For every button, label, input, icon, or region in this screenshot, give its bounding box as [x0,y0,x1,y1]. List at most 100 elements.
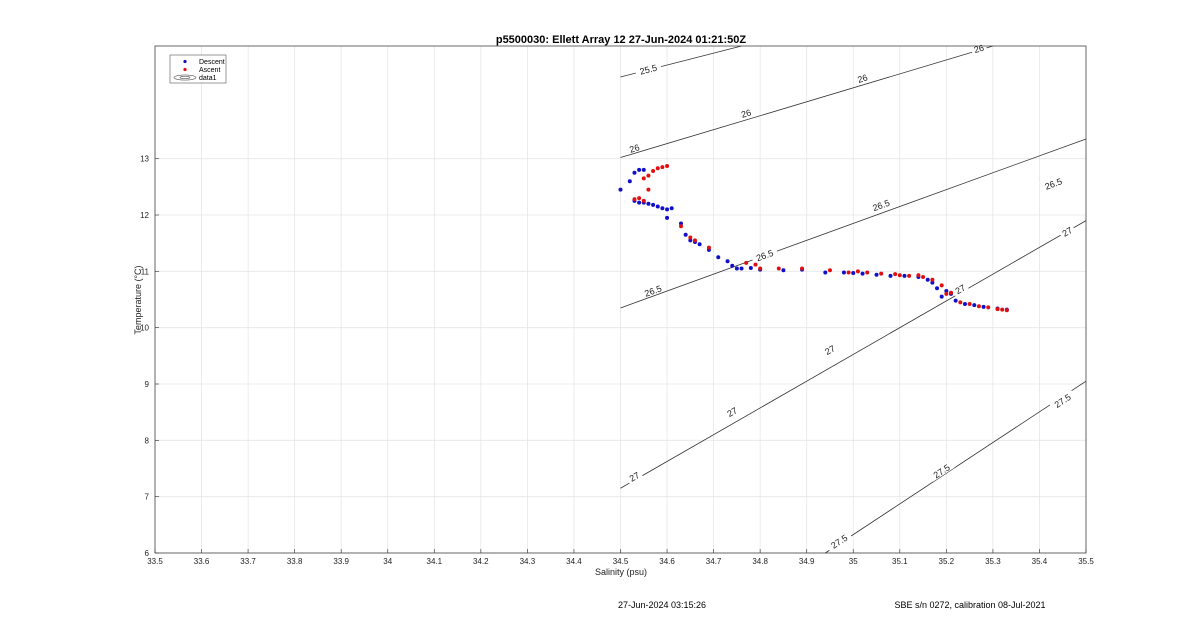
descent-point [632,170,637,175]
x-tick-label: 33.8 [287,557,303,566]
y-tick-label: 7 [145,493,150,502]
descent-point [739,266,744,271]
ascent-point [921,274,926,279]
footer-calibration: SBE s/n 0272, calibration 08-Jul-2021 [894,600,1045,610]
descent-point [939,294,944,299]
y-tick-label: 13 [140,155,149,164]
ascent-point [1000,307,1005,312]
contour-line [825,380,1087,554]
descent-point [925,277,930,282]
contour-label: 26 [628,142,640,154]
descent-point [851,271,856,276]
legend-descent-label: Descent [199,59,225,66]
contour-label-bg [750,245,779,264]
legend-descent-marker [183,59,187,64]
contour-label: 26 [856,72,868,84]
contour-label: 27 [628,470,642,484]
contour-label-bg [927,459,955,482]
ascent-point [655,166,660,171]
ascent-point [865,270,870,275]
ascent-point [679,224,684,229]
contour-label-bg [737,105,755,120]
descent-point [725,259,730,264]
ascent-point [646,187,651,192]
ascent-point [646,173,651,178]
descent-point [930,280,935,285]
ascent-point [897,273,902,278]
ascent-point [641,176,646,181]
contour-label: 26.5 [1043,176,1063,191]
y-tick-label: 12 [140,211,149,220]
descent-point [646,201,651,206]
ascent-point [637,196,642,201]
contour-label: 26 [740,107,752,119]
x-tick-label: 34 [383,557,392,566]
descent-point [874,272,879,277]
descent-point [655,204,660,209]
contour-label-bg [825,529,853,553]
ascent-point [800,266,805,271]
contour-label-bg [970,40,988,55]
ascent-point [907,273,912,278]
x-tick-label: 35.3 [985,557,1001,566]
x-tick-label: 34.7 [706,557,722,566]
ascent-point [846,270,851,275]
descent-point [651,202,656,207]
ascent-point [692,238,697,243]
contour-label-bg [722,403,741,420]
footer-timestamp: 27-Jun-2024 03:15:26 [618,600,706,610]
x-tick-label: 34.8 [752,557,768,566]
contour-line [620,45,994,158]
contour-label: 27 [953,283,967,297]
ascent-point [949,290,954,295]
descent-point [981,304,986,309]
legend-ascent-marker [183,67,187,72]
ascent-point [939,283,944,288]
y-tick-label: 10 [140,324,149,333]
x-tick-label: 33.7 [240,557,256,566]
ascent-point [660,165,665,170]
ascent-point [879,271,884,276]
ascent-point [758,266,763,271]
ascent-point [744,260,749,265]
ascent-point [930,277,935,282]
contour-label: 26.5 [755,248,775,263]
ascent-point [651,169,656,174]
x-tick-label: 34.6 [659,557,675,566]
contour-line [620,220,1087,489]
x-tick-label: 35.1 [892,557,908,566]
contour-label-bg [1048,388,1076,412]
descent-point [781,268,786,273]
ascent-point [855,269,860,274]
x-tick-label: 35.4 [1032,557,1048,566]
contour-label-bg [625,140,643,155]
legend[interactable]: Descent Ascent data1 [169,54,227,84]
x-axis-ticks: 33.5 33.6 33.7 33.8 33.9 34 34.1 34.2 34.3 34.4 34… [147,549,1094,566]
contour-label-bg [950,280,969,297]
ascent-point [753,262,758,267]
descent-point [860,271,865,276]
ascent-point [827,268,832,273]
ascent-point [665,163,670,168]
ascent-point [995,307,1000,312]
descent-point [669,206,674,211]
x-tick-label: 34.1 [427,557,443,566]
contour-label-bg [634,60,663,77]
contour-label: 27 [1061,225,1075,239]
descent-point [935,286,940,291]
descent-point [888,273,893,278]
contour-label: 27 [823,343,837,357]
x-tick-label: 35 [849,557,858,566]
x-axis-label: Salinity (psu) [595,567,647,577]
descent-point [637,200,642,205]
y-tick-label: 11 [141,267,150,276]
descent-point [841,270,846,275]
contour-label: 25.5 [639,63,658,77]
descent-point [679,221,684,226]
descent-point [823,270,828,275]
x-tick-label: 35.5 [1078,557,1094,566]
x-tick-label: 34.4 [566,557,582,566]
y-axis-ticks: 6 7 8 9 10 11 12 13 [140,155,159,558]
descent-point [688,238,693,243]
